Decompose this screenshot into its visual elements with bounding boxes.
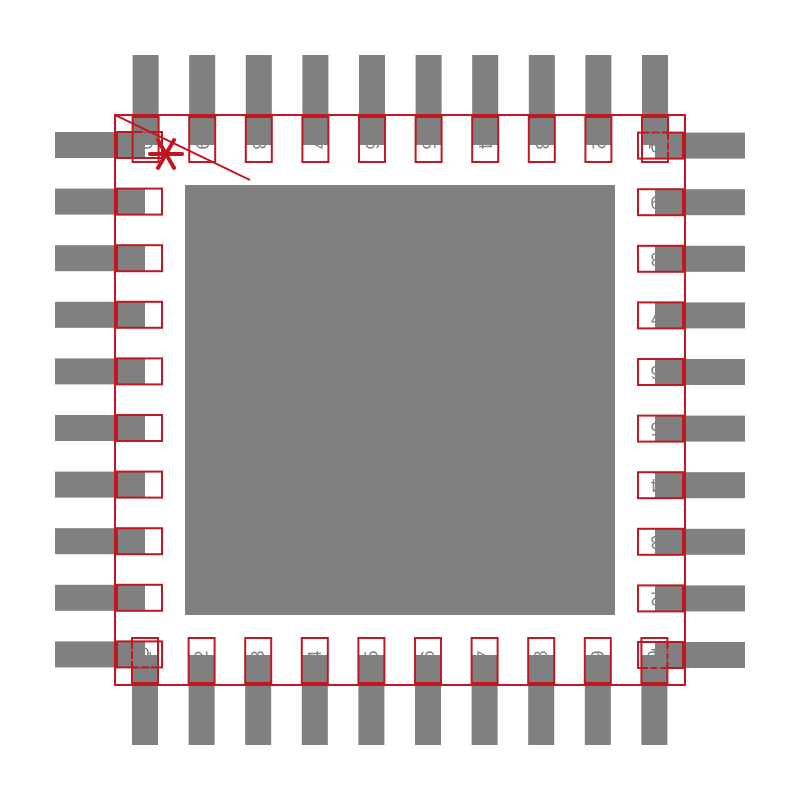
pin-label-33: 33 [532,129,552,149]
pin-label-6: 6 [134,418,144,438]
pin-label-37: 37 [305,129,325,149]
pin-label-36: 36 [362,129,382,149]
pin-label-27: 27 [650,305,670,325]
pad-6 [55,415,145,441]
pin-label-3: 3 [134,248,144,268]
pin-label-24: 24 [650,475,670,495]
pad-3 [55,245,145,271]
pin-label-23: 23 [650,532,670,552]
pad-2 [55,189,145,215]
pin-label-17: 17 [475,650,495,670]
pin-label-19: 19 [588,650,608,670]
pin-label-34: 34 [475,129,495,149]
center-pad-label: 41 [388,388,412,413]
pin-label-35: 35 [419,129,439,149]
pad-7 [55,472,145,498]
pin-label-11: 11 [135,651,155,670]
pin-label-22: 22 [650,588,670,608]
qfn-footprint-diagram: 1234567891011121314151617181920212223242… [0,0,800,800]
pin-label-15: 15 [361,650,381,670]
pin-label-31: 31 [645,129,665,149]
pad-5 [55,358,145,384]
pin-label-18: 18 [531,650,551,670]
pin-label-25: 25 [650,419,670,439]
pin-label-40: 40 [136,129,156,149]
pin-label-16: 16 [418,650,438,670]
pad-8 [55,528,145,554]
pin-label-29: 29 [650,192,670,212]
pin-label-39: 39 [192,129,212,149]
pad-1 [55,132,145,158]
pin-label-21: 21 [650,645,670,665]
pin-label-9: 9 [134,588,144,608]
pin-label-8: 8 [134,531,144,551]
pin-label-13: 13 [248,650,268,670]
pin-label-2: 2 [134,192,144,212]
pin-label-4: 4 [134,305,144,325]
pin-label-32: 32 [588,129,608,149]
pin-label-38: 38 [249,129,269,149]
pad-9 [55,585,145,611]
pin-label-12: 12 [192,650,212,670]
pin-label-5: 5 [134,361,144,381]
pin-label-14: 14 [305,650,325,670]
pad-4 [55,302,145,328]
pin-label-7: 7 [134,475,144,495]
pin-label-28: 28 [650,249,670,269]
pin-label-26: 26 [650,362,670,382]
